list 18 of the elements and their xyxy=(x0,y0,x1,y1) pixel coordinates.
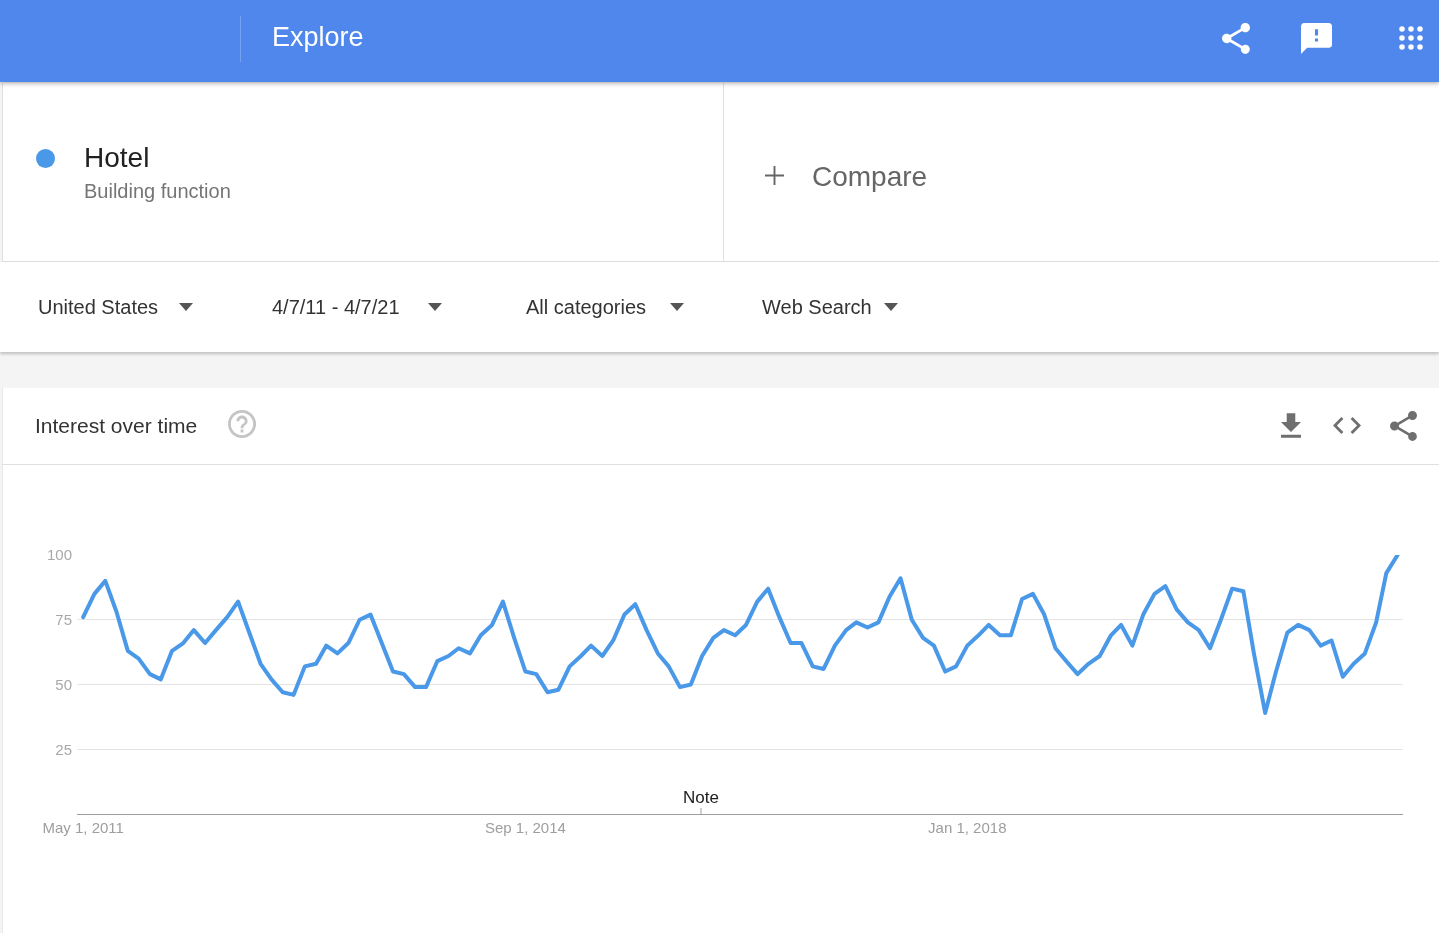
y-tick-label: 50 xyxy=(55,675,72,693)
legend-label: Hotel xyxy=(84,141,150,175)
text: Compare xyxy=(812,160,928,194)
y-tick-label: 25 xyxy=(55,740,72,758)
y-tick-label: 75 xyxy=(55,611,72,628)
x-tick-label: Sep 1, 2014 xyxy=(484,819,566,836)
x-tick-label: May 1, 2011 xyxy=(42,819,124,836)
text: All categories xyxy=(526,295,647,319)
text: United States xyxy=(38,295,159,319)
annotation: Note xyxy=(683,788,719,807)
x-tick-label: Jan 1, 2018 xyxy=(928,819,1007,836)
y-tick-label: 100 xyxy=(46,546,72,564)
text: Web Search xyxy=(762,295,872,319)
text: 4/7/11 - 4/7/21 xyxy=(272,295,400,319)
line-series xyxy=(81,555,1400,715)
text: Explore xyxy=(272,21,364,54)
text: Building function xyxy=(84,179,231,203)
chart-title: Interest over time xyxy=(35,414,198,438)
